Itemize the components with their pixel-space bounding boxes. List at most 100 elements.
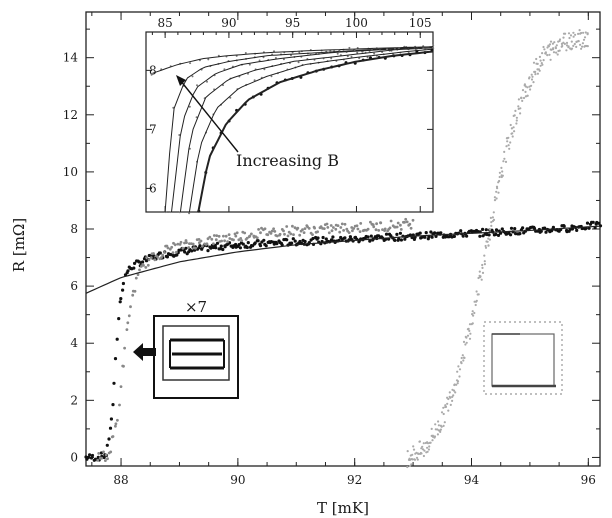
- data-point: [562, 41, 565, 44]
- data-point: [111, 435, 115, 438]
- data-point: [464, 343, 467, 346]
- data-point: [587, 226, 591, 230]
- data-point: [369, 234, 373, 238]
- data-point: [460, 362, 463, 365]
- data-point: [584, 31, 587, 34]
- data-point: [183, 250, 187, 254]
- data-point: [502, 160, 505, 163]
- data-point: [433, 435, 437, 438]
- data-point: [458, 368, 462, 371]
- data-point: [287, 230, 291, 234]
- data-point: [553, 41, 556, 44]
- data-point: [330, 229, 334, 233]
- data-point: [109, 450, 113, 454]
- data-point: [206, 249, 210, 253]
- data-point: [296, 226, 300, 230]
- data-point: [233, 232, 237, 236]
- data-point: [575, 40, 578, 44]
- data-point: [480, 278, 483, 281]
- inset-curve: [171, 46, 434, 213]
- data-point: [303, 227, 307, 231]
- inset-data-marks: [150, 44, 435, 215]
- inset-data-point: [273, 50, 275, 53]
- data-point: [399, 223, 402, 227]
- data-point: [434, 423, 437, 426]
- data-point: [529, 88, 532, 91]
- data-point: [298, 233, 302, 237]
- data-point: [465, 336, 468, 339]
- data-point: [325, 222, 329, 226]
- data-point: [358, 230, 362, 234]
- data-point: [473, 311, 476, 315]
- data-point: [479, 275, 482, 278]
- data-point: [444, 405, 448, 408]
- data-point: [334, 227, 338, 231]
- data-point: [418, 231, 422, 235]
- data-point: [509, 123, 512, 127]
- data-point: [481, 263, 484, 267]
- data-point: [586, 45, 589, 48]
- data-point: [572, 44, 575, 48]
- data-point: [442, 412, 445, 416]
- inset-data-point: [253, 79, 256, 82]
- data-point: [501, 170, 504, 173]
- data-point: [290, 241, 294, 245]
- data-point: [113, 357, 118, 361]
- data-point: [577, 40, 580, 43]
- x-tick-label: 96: [581, 473, 596, 487]
- data-point: [573, 42, 576, 46]
- data-point: [266, 233, 270, 237]
- data-point: [526, 86, 529, 89]
- data-point: [430, 235, 434, 239]
- data-point: [133, 289, 137, 293]
- data-point: [356, 227, 360, 231]
- data-point: [508, 147, 511, 150]
- data-point: [127, 314, 131, 318]
- data-point: [311, 236, 315, 241]
- annotation-arrowhead: [176, 75, 186, 86]
- data-point: [541, 52, 544, 55]
- data-point: [142, 264, 145, 267]
- data-point: [439, 430, 442, 433]
- data-point: [153, 258, 157, 262]
- data-point: [109, 417, 113, 421]
- data-point: [108, 426, 113, 430]
- data-point: [579, 43, 582, 46]
- data-point: [411, 218, 415, 222]
- data-point: [406, 465, 409, 469]
- data-point: [366, 235, 370, 239]
- data-point: [572, 35, 575, 38]
- data-point: [536, 62, 539, 65]
- data-point: [455, 383, 458, 386]
- data-point: [494, 232, 498, 236]
- data-point: [532, 81, 535, 84]
- data-point: [440, 411, 444, 414]
- data-point: [583, 36, 587, 39]
- inset-data-point: [309, 52, 312, 55]
- data-point: [90, 453, 95, 458]
- data-point: [194, 246, 197, 250]
- data-point: [439, 428, 442, 431]
- data-point: [87, 455, 91, 459]
- inset-data-point: [297, 61, 300, 64]
- inset-data-point: [248, 63, 251, 66]
- data-point: [222, 234, 225, 238]
- data-point: [521, 99, 524, 102]
- data-point: [412, 445, 415, 448]
- data-point: [256, 239, 260, 243]
- data-point: [513, 227, 517, 231]
- inset-x-tick-label: 105: [409, 16, 432, 30]
- data-point: [228, 237, 232, 240]
- data-point: [115, 337, 119, 341]
- data-point: [224, 234, 228, 238]
- data-point: [514, 109, 517, 112]
- data-point: [114, 422, 118, 426]
- data-point: [456, 382, 459, 385]
- data-point: [205, 242, 209, 246]
- data-point: [426, 446, 429, 449]
- data-point: [505, 145, 508, 148]
- data-point: [466, 334, 470, 337]
- sample-schematic-small: [483, 321, 563, 395]
- data-point: [123, 346, 126, 350]
- data-point: [406, 450, 409, 453]
